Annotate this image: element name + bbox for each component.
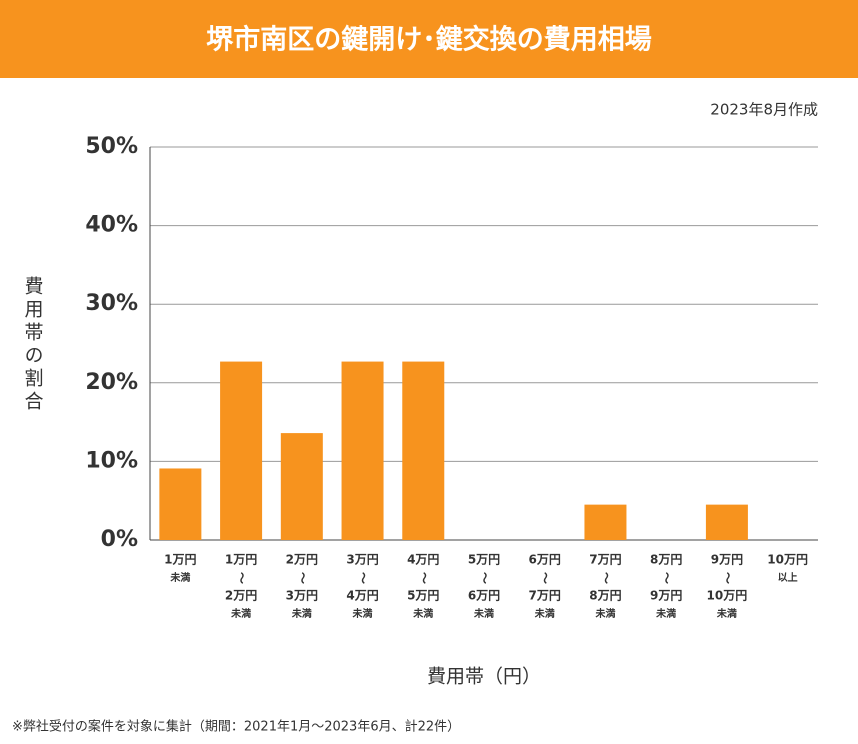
x-tick-label: 〜 <box>235 572 249 584</box>
x-tick-label: 6万円 <box>529 553 561 567</box>
y-tick-label: 40% <box>85 213 138 238</box>
y-tick-label: 0% <box>101 527 138 552</box>
bar <box>705 504 748 540</box>
bar <box>584 504 627 540</box>
x-tick-label: 4万円 <box>346 589 378 603</box>
x-tick-label: 〜 <box>295 572 309 584</box>
x-tick-label: 〜 <box>417 572 431 584</box>
x-tick-label: 〜 <box>538 572 552 584</box>
x-tick-label: 1万円 <box>225 553 257 567</box>
x-tick-label: 以上 <box>778 571 798 584</box>
x-tick-label: 2万円 <box>286 553 318 567</box>
x-tick-label: 5万円 <box>407 589 439 603</box>
x-tick-label: 未満 <box>594 607 615 620</box>
x-tick-label: 未満 <box>412 607 433 620</box>
x-tick-label: 〜 <box>599 572 613 584</box>
x-tick-label: 未満 <box>169 571 190 584</box>
x-tick-label: 〜 <box>356 572 370 584</box>
x-tick-label: 未満 <box>655 607 676 620</box>
bar <box>280 433 323 540</box>
x-tick-label: 7万円 <box>589 553 621 567</box>
bar <box>159 468 202 540</box>
x-tick-label: 10万円 <box>767 553 808 567</box>
bar <box>341 361 384 540</box>
x-tick-label: 9万円 <box>650 589 682 603</box>
x-tick-label: 8万円 <box>650 553 682 567</box>
x-tick-label: 6万円 <box>468 589 500 603</box>
x-tick-label: 未満 <box>716 607 737 620</box>
x-tick-label: 7万円 <box>529 589 561 603</box>
y-axis-label: 費用帯の割合 <box>22 276 44 414</box>
x-tick-label: 2万円 <box>225 589 257 603</box>
x-tick-label: 9万円 <box>711 553 743 567</box>
x-tick-label: 〜 <box>660 572 674 584</box>
y-tick-label: 30% <box>85 291 138 316</box>
y-tick-label: 50% <box>85 134 138 159</box>
x-tick-label: 未満 <box>291 607 312 620</box>
y-tick-label: 10% <box>85 448 138 473</box>
x-tick-label: 〜 <box>478 572 492 584</box>
x-tick-label: 未満 <box>473 607 494 620</box>
x-tick-label: 3万円 <box>286 589 318 603</box>
bar <box>220 361 263 540</box>
x-axis-label: 費用帯（円） <box>427 666 541 688</box>
x-tick-label: 8万円 <box>589 589 621 603</box>
x-tick-label: 未満 <box>352 607 373 620</box>
bar <box>402 361 445 540</box>
footnote: ※弊社受付の案件を対象に集計（期間：2021年1月～2023年6月、計22件） <box>12 719 460 735</box>
x-tick-label: 1万円 <box>164 553 196 567</box>
y-tick-label: 20% <box>85 370 138 395</box>
x-tick-label: 4万円 <box>407 553 439 567</box>
chart-title: 堺市南区の鍵開け･鍵交換の費用相場 <box>206 24 652 56</box>
x-tick-label: 10万円 <box>707 589 748 603</box>
x-tick-label: 〜 <box>720 572 734 584</box>
chart-subtitle: 2023年8月作成 <box>710 101 818 119</box>
header-band <box>0 0 858 78</box>
x-tick-label: 未満 <box>534 607 555 620</box>
x-tick-label: 3万円 <box>346 553 378 567</box>
x-tick-label: 未満 <box>230 607 251 620</box>
x-tick-label: 5万円 <box>468 553 500 567</box>
